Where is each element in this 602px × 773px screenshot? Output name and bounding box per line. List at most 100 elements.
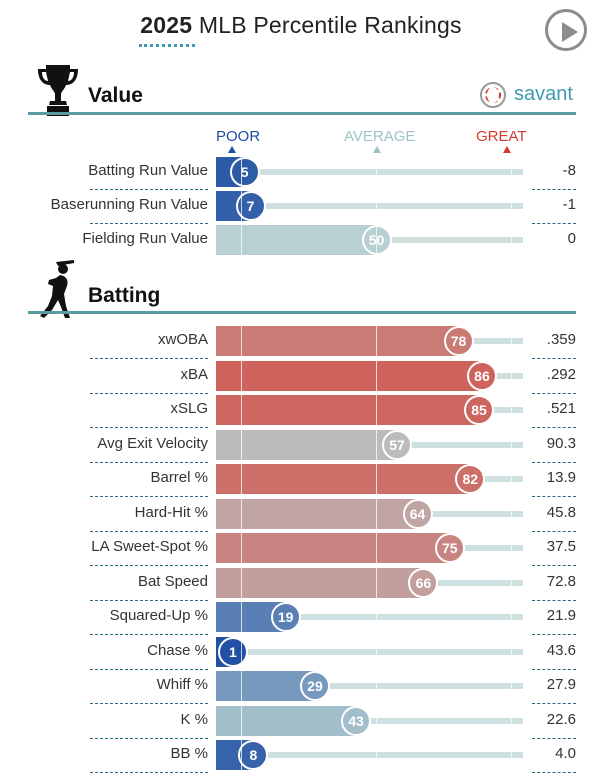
metric-value: -1 (562, 196, 576, 213)
metric-label: xSLG (170, 400, 208, 417)
percentile-bar[interactable] (216, 671, 315, 701)
metric-value: 43.6 (546, 641, 576, 659)
row-divider (532, 530, 576, 532)
percentile-bar[interactable] (216, 429, 397, 460)
row-divider (532, 668, 576, 670)
row-divider (90, 358, 208, 360)
row-divider (90, 703, 208, 705)
percentile-bar[interactable] (216, 705, 356, 736)
metric-value: 27.9 (546, 676, 576, 693)
scale-guide-line (240, 326, 242, 770)
metric-label: Barrel % (150, 469, 208, 486)
value-section-divider (28, 112, 576, 115)
percentile-circle[interactable]: 8 (238, 740, 269, 770)
percentile-bar[interactable] (216, 533, 450, 563)
row-divider (90, 530, 208, 532)
play-icon[interactable] (545, 9, 587, 51)
percentile-track (216, 648, 523, 655)
percentile-circle[interactable]: 57 (382, 429, 412, 460)
row-divider (532, 634, 576, 636)
row-divider (90, 668, 208, 670)
percentile-circle[interactable]: 75 (434, 533, 465, 563)
baseball-icon (480, 82, 506, 108)
title-year: 2025 (140, 12, 193, 38)
scale-guide-line (375, 326, 377, 770)
metric-label: Fielding Run Value (82, 230, 208, 247)
title-year-underline (139, 44, 195, 47)
percentile-bar[interactable] (216, 395, 480, 425)
percentile-circle[interactable]: 64 (402, 498, 433, 529)
metric-label: Batting Run Value (88, 162, 208, 179)
percentile-circle[interactable]: 7 (235, 191, 266, 221)
metric-label: Bat Speed (137, 572, 208, 590)
metric-label: xwOBA (157, 331, 208, 348)
row-divider (90, 634, 208, 636)
row-divider (532, 461, 576, 463)
row-divider (532, 427, 576, 429)
percentile-circle[interactable]: 43 (340, 705, 371, 736)
row-divider (90, 223, 208, 224)
row-divider (90, 599, 208, 601)
metric-value: -8 (562, 162, 576, 179)
percentile-track (216, 683, 523, 689)
metric-value: 0 (567, 230, 576, 247)
title-text: MLB Percentile Rankings (198, 12, 462, 38)
percentile-track (216, 614, 523, 620)
scale-guide-line (510, 326, 512, 770)
metric-value: 45.8 (546, 503, 576, 521)
percentile-bar[interactable] (216, 567, 424, 598)
row-divider (532, 496, 576, 498)
row-divider (90, 392, 208, 394)
percentile-circle[interactable]: 66 (408, 567, 439, 598)
percentile-bar[interactable] (216, 326, 459, 356)
metric-label: Chase % (147, 641, 208, 659)
section-title-batting: Batting (88, 284, 161, 307)
percentile-circle[interactable]: 78 (443, 326, 474, 356)
percentile-circle[interactable]: 19 (270, 602, 301, 632)
row-divider (90, 461, 208, 463)
percentile-bar[interactable] (216, 225, 377, 255)
scale-guide-line (510, 157, 512, 255)
row-divider (90, 427, 208, 429)
metric-value: 13.9 (546, 469, 576, 486)
percentile-track (216, 752, 523, 758)
metric-label: Avg Exit Velocity (97, 434, 208, 452)
percentile-bar[interactable] (216, 498, 418, 529)
scale-average-label: AVERAGE (344, 128, 416, 145)
metric-value: 37.5 (546, 538, 576, 555)
row-divider (90, 189, 208, 190)
percentile-circle[interactable]: 5 (229, 157, 260, 187)
row-divider (532, 392, 576, 394)
row-divider (532, 358, 576, 360)
trophy-icon (38, 65, 78, 116)
percentile-bar[interactable] (216, 360, 482, 391)
row-divider (90, 496, 208, 498)
percentile-circle[interactable]: 85 (464, 395, 495, 425)
percentile-circle[interactable]: 86 (466, 360, 497, 391)
metric-value: .292 (546, 365, 576, 383)
metric-value: 4.0 (555, 745, 576, 762)
scale-poor-label: POOR (216, 128, 261, 145)
scale-great-label: GREAT (476, 128, 527, 145)
row-divider (90, 737, 208, 739)
savant-label: savant (514, 83, 573, 105)
savant-link[interactable]: savant (478, 80, 588, 110)
percentile-circle[interactable]: 82 (455, 464, 486, 494)
scale-average-arrow-icon (373, 146, 381, 153)
section-title-value: Value (88, 84, 143, 107)
batting-section-divider (28, 311, 576, 314)
page-title: 2025 MLB Percentile Rankings (0, 12, 602, 39)
percentile-bar[interactable] (216, 464, 471, 494)
percentile-track (216, 169, 523, 175)
scale-great-arrow-icon (503, 146, 511, 153)
metric-label: BB % (170, 745, 208, 762)
percentile-circle[interactable]: 1 (217, 636, 248, 667)
row-divider (532, 737, 576, 739)
row-divider (532, 223, 576, 224)
metric-label: xBA (180, 365, 208, 383)
metric-label: Hard-Hit % (134, 503, 208, 521)
scale-poor-arrow-icon (228, 146, 236, 153)
metric-value: 90.3 (546, 434, 576, 452)
percentile-circle[interactable]: 29 (299, 671, 330, 701)
percentile-track (216, 203, 523, 209)
